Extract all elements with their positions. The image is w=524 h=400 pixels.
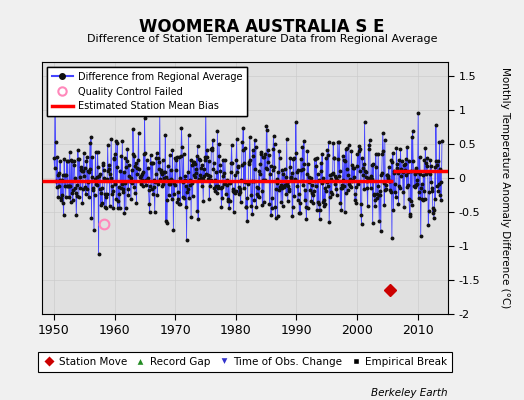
- Legend: Difference from Regional Average, Quality Control Failed, Estimated Station Mean: Difference from Regional Average, Qualit…: [47, 67, 247, 116]
- Y-axis label: Monthly Temperature Anomaly Difference (°C): Monthly Temperature Anomaly Difference (…: [499, 67, 509, 309]
- Text: Difference of Station Temperature Data from Regional Average: Difference of Station Temperature Data f…: [87, 34, 437, 44]
- Text: Berkeley Earth: Berkeley Earth: [372, 388, 448, 398]
- Legend: Station Move, Record Gap, Time of Obs. Change, Empirical Break: Station Move, Record Gap, Time of Obs. C…: [38, 352, 452, 372]
- Text: WOOMERA AUSTRALIA S E: WOOMERA AUSTRALIA S E: [139, 18, 385, 36]
